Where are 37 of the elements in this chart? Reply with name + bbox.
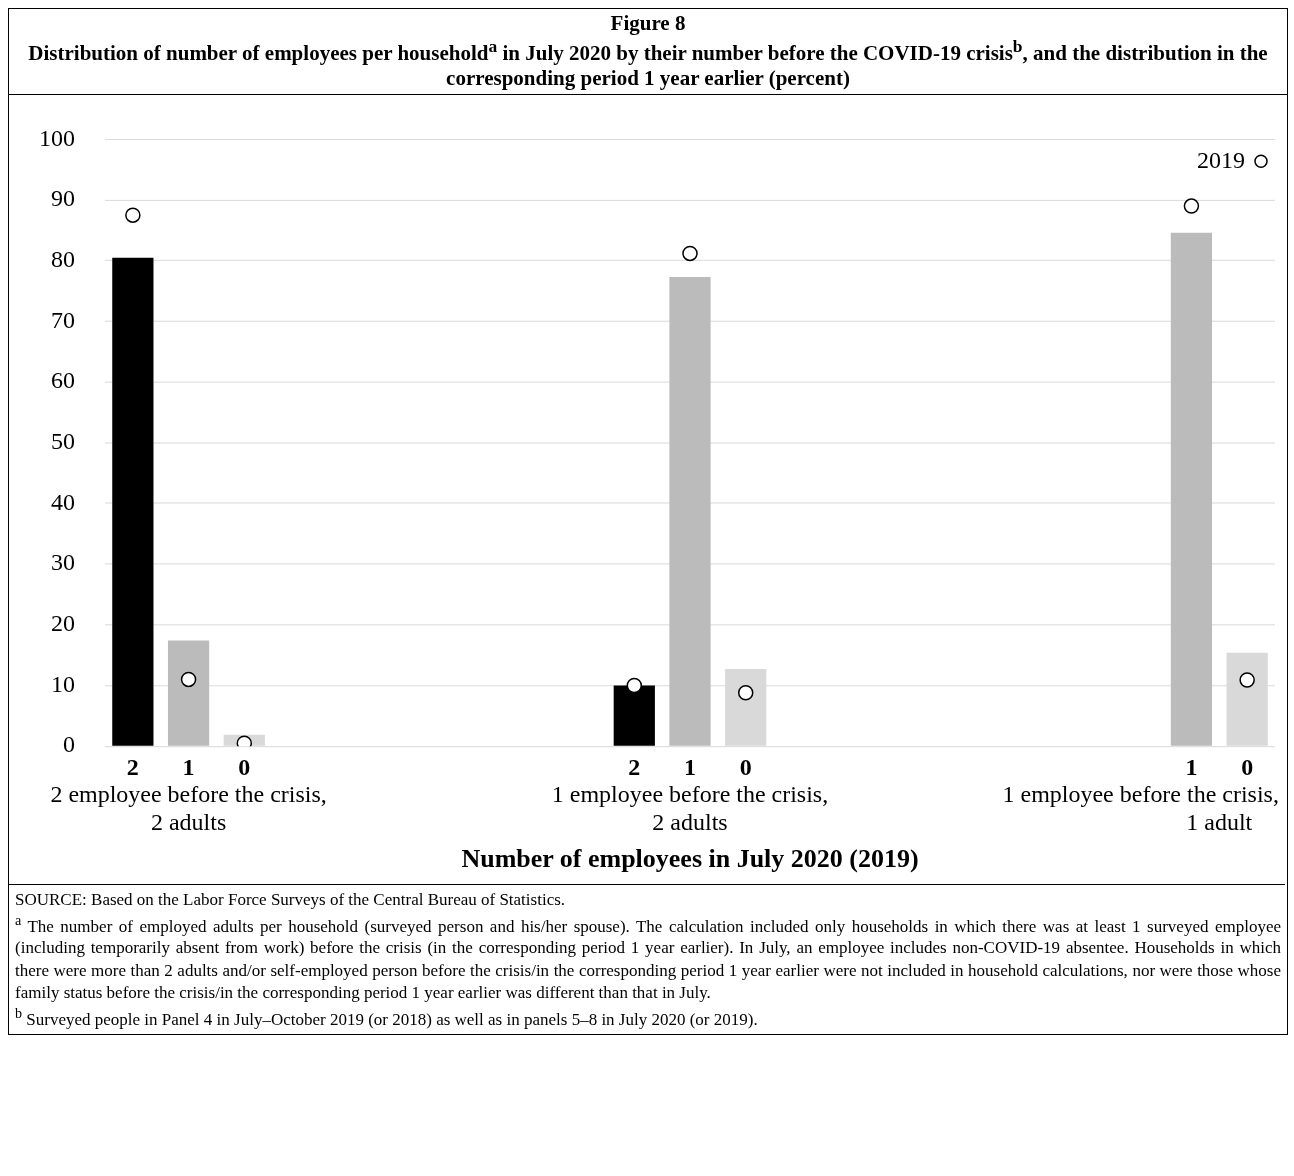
- x-axis-title: Number of employees in July 2020 (2019): [461, 843, 919, 873]
- x-tick-label: 0: [238, 753, 251, 780]
- text: $^{a}$ The number of employed adults per household (surveyed person and his/her spouse). The calculation included only households in which there was at least 1 surveyed employee (including temporarily absent from work) before the crisis (in the corresponding period 1 year earlier). In July, an employee includes non-COVID-19 absentee. Households in which there were more than 2 adults and/or self-employed person before the crisis/in the corresponding period 1 year earlier were not included in household calculations, nor were those whose family status before the crisis/in the corresponding period 1 year earlier was different than that in July.: [15, 910, 1281, 1004]
- text: 1 employee before the crisis, 1 adult: [1002, 780, 1279, 835]
- y-tick-label: 50: [51, 427, 76, 454]
- y-tick-label: 100: [39, 124, 76, 151]
- text: Distribution of number of employees per household$^{a}$ in July 2020 by their number before the COVID-19 crisis$^{b}$, and the distribution in the corresponding period 1 year earlier (percent): [28, 36, 1268, 91]
- y-tick-label: 80: [51, 245, 76, 272]
- legend-label: 2019: [1197, 146, 1245, 173]
- bar: [1170, 232, 1213, 746]
- y-tick-label: 40: [51, 488, 76, 515]
- chart-title: Figure 8: [609, 11, 687, 37]
- y-tick-label: 30: [51, 548, 76, 575]
- text: 2 employee before the crisis, 2 adults: [50, 780, 327, 835]
- text: 1 employee before the crisis, 2 adults: [551, 780, 829, 835]
- text: $^{b}$ Surveyed people in Panel 4 in July–October 2019 (or 2018) as well as in panels 5–8 in July 2020 (or 2019).: [15, 1003, 759, 1031]
- bar: [112, 257, 154, 746]
- x-tick-label: 1: [684, 753, 696, 780]
- point: [626, 677, 643, 693]
- y-tick-label: 60: [51, 366, 76, 393]
- point: [180, 671, 197, 687]
- y-tick-label: 0: [63, 731, 76, 758]
- source-note: SOURCE: Based on the Labor Force Surveys of the Central Bureau of Statistics.: [15, 888, 567, 911]
- y-tick-label: 70: [51, 306, 76, 333]
- x-tick-label: 2: [628, 753, 641, 780]
- x-tick-label: 0: [1241, 753, 1254, 780]
- y-tick-label: 90: [51, 184, 76, 211]
- point: [737, 684, 754, 701]
- bar: [167, 640, 210, 746]
- x-tick-label: 0: [739, 753, 752, 780]
- x-tick-label: 1: [182, 753, 195, 780]
- point: [1239, 671, 1255, 688]
- x-tick-label: 1: [1185, 753, 1198, 780]
- bar: [669, 276, 711, 746]
- x-tick-label: 2: [126, 753, 139, 780]
- y-tick-label: 20: [51, 609, 76, 636]
- y-tick-label: 10: [51, 670, 76, 697]
